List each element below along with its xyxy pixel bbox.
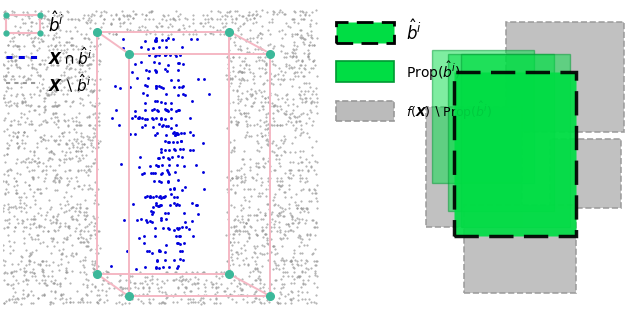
Text: $\hat{b}^i$: $\hat{b}^i$ [406,20,422,44]
Text: $\hat{b}^i$: $\hat{b}^i$ [48,12,64,36]
Bar [336,22,394,43]
Text: $f(\boldsymbol{X}) \setminus \mathrm{Prop}(\hat{b}^i)$: $f(\boldsymbol{X}) \setminus \mathrm{Pro… [406,100,493,122]
Text: $\boldsymbol{X} \setminus \hat{b}^i$: $\boldsymbol{X} \setminus \hat{b}^i$ [48,72,91,95]
Bar [336,101,394,121]
Bar [432,50,534,183]
Bar [454,72,576,236]
Bar [336,61,394,82]
Bar [464,205,576,293]
Bar [448,54,554,211]
Text: $\mathrm{Prop}(\hat{b}^i)$: $\mathrm{Prop}(\hat{b}^i)$ [406,60,461,83]
Bar [550,139,621,208]
Bar [426,107,522,227]
Bar [461,54,570,227]
Bar [506,22,624,132]
Text: $\boldsymbol{X} \cap \hat{b}^i$: $\boldsymbol{X} \cap \hat{b}^i$ [48,46,93,68]
